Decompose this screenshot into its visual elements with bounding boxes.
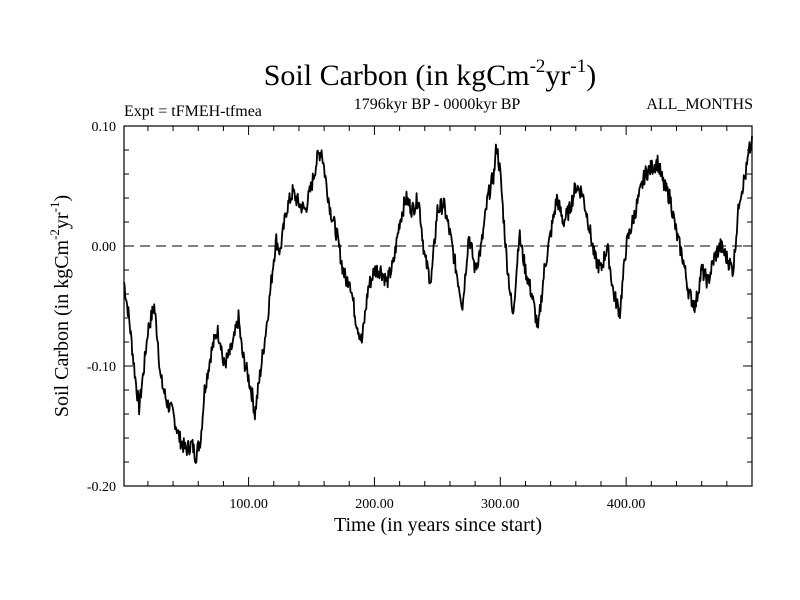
y-axis-label-sup1: -2 (47, 229, 62, 240)
soil-carbon-series-line (123, 135, 753, 464)
y-axis-label-main: Soil Carbon (in kgCm (51, 239, 73, 417)
y-ticks (124, 125, 752, 487)
y-axis-label-sup2: -1 (47, 202, 62, 213)
chart-title-sup2: -1 (570, 56, 586, 77)
plot-frame (123, 125, 753, 487)
x-ticks (248, 126, 627, 486)
experiment-label: Expt = tFMEH-tfmea (124, 103, 262, 120)
y-axis-label-end: ) (51, 195, 73, 202)
x-tick-label: 400.00 (607, 497, 646, 512)
chart-title: Soil Carbon (in kgCm-2yr-1) (264, 56, 597, 92)
months-label: ALL_MONTHS (646, 96, 753, 113)
x-tick-label: 100.00 (229, 497, 268, 512)
y-tick-label: 0.00 (92, 240, 117, 255)
y-minor-ticks (124, 149, 752, 463)
y-axis-label: Soil Carbon (in kgCm-2yr-1) (47, 195, 73, 417)
x-minor-ticks (147, 126, 728, 486)
y-tick-label: -0.10 (87, 360, 116, 375)
x-tick-label: 300.00 (481, 497, 520, 512)
y-tick-label: 0.10 (92, 120, 117, 135)
chart-title-sup1: -2 (530, 56, 546, 77)
x-axis-label: Time (in years since start) (334, 514, 542, 536)
chart-title-end: ) (586, 59, 596, 92)
x-tick-label: 200.00 (355, 497, 394, 512)
y-axis-label-mid: yr (51, 212, 73, 229)
x-tick-labels: 100.00 200.00 300.00 400.00 (229, 497, 645, 512)
time-range-label: 1796kyr BP - 0000kyr BP (354, 96, 521, 113)
chart-title-mid: yr (545, 59, 570, 92)
y-tick-label: -0.20 (87, 480, 116, 495)
chart-title-main: Soil Carbon (in kgCm (264, 59, 530, 92)
y-tick-labels: 0.10 0.00 -0.10 -0.20 (87, 120, 116, 495)
